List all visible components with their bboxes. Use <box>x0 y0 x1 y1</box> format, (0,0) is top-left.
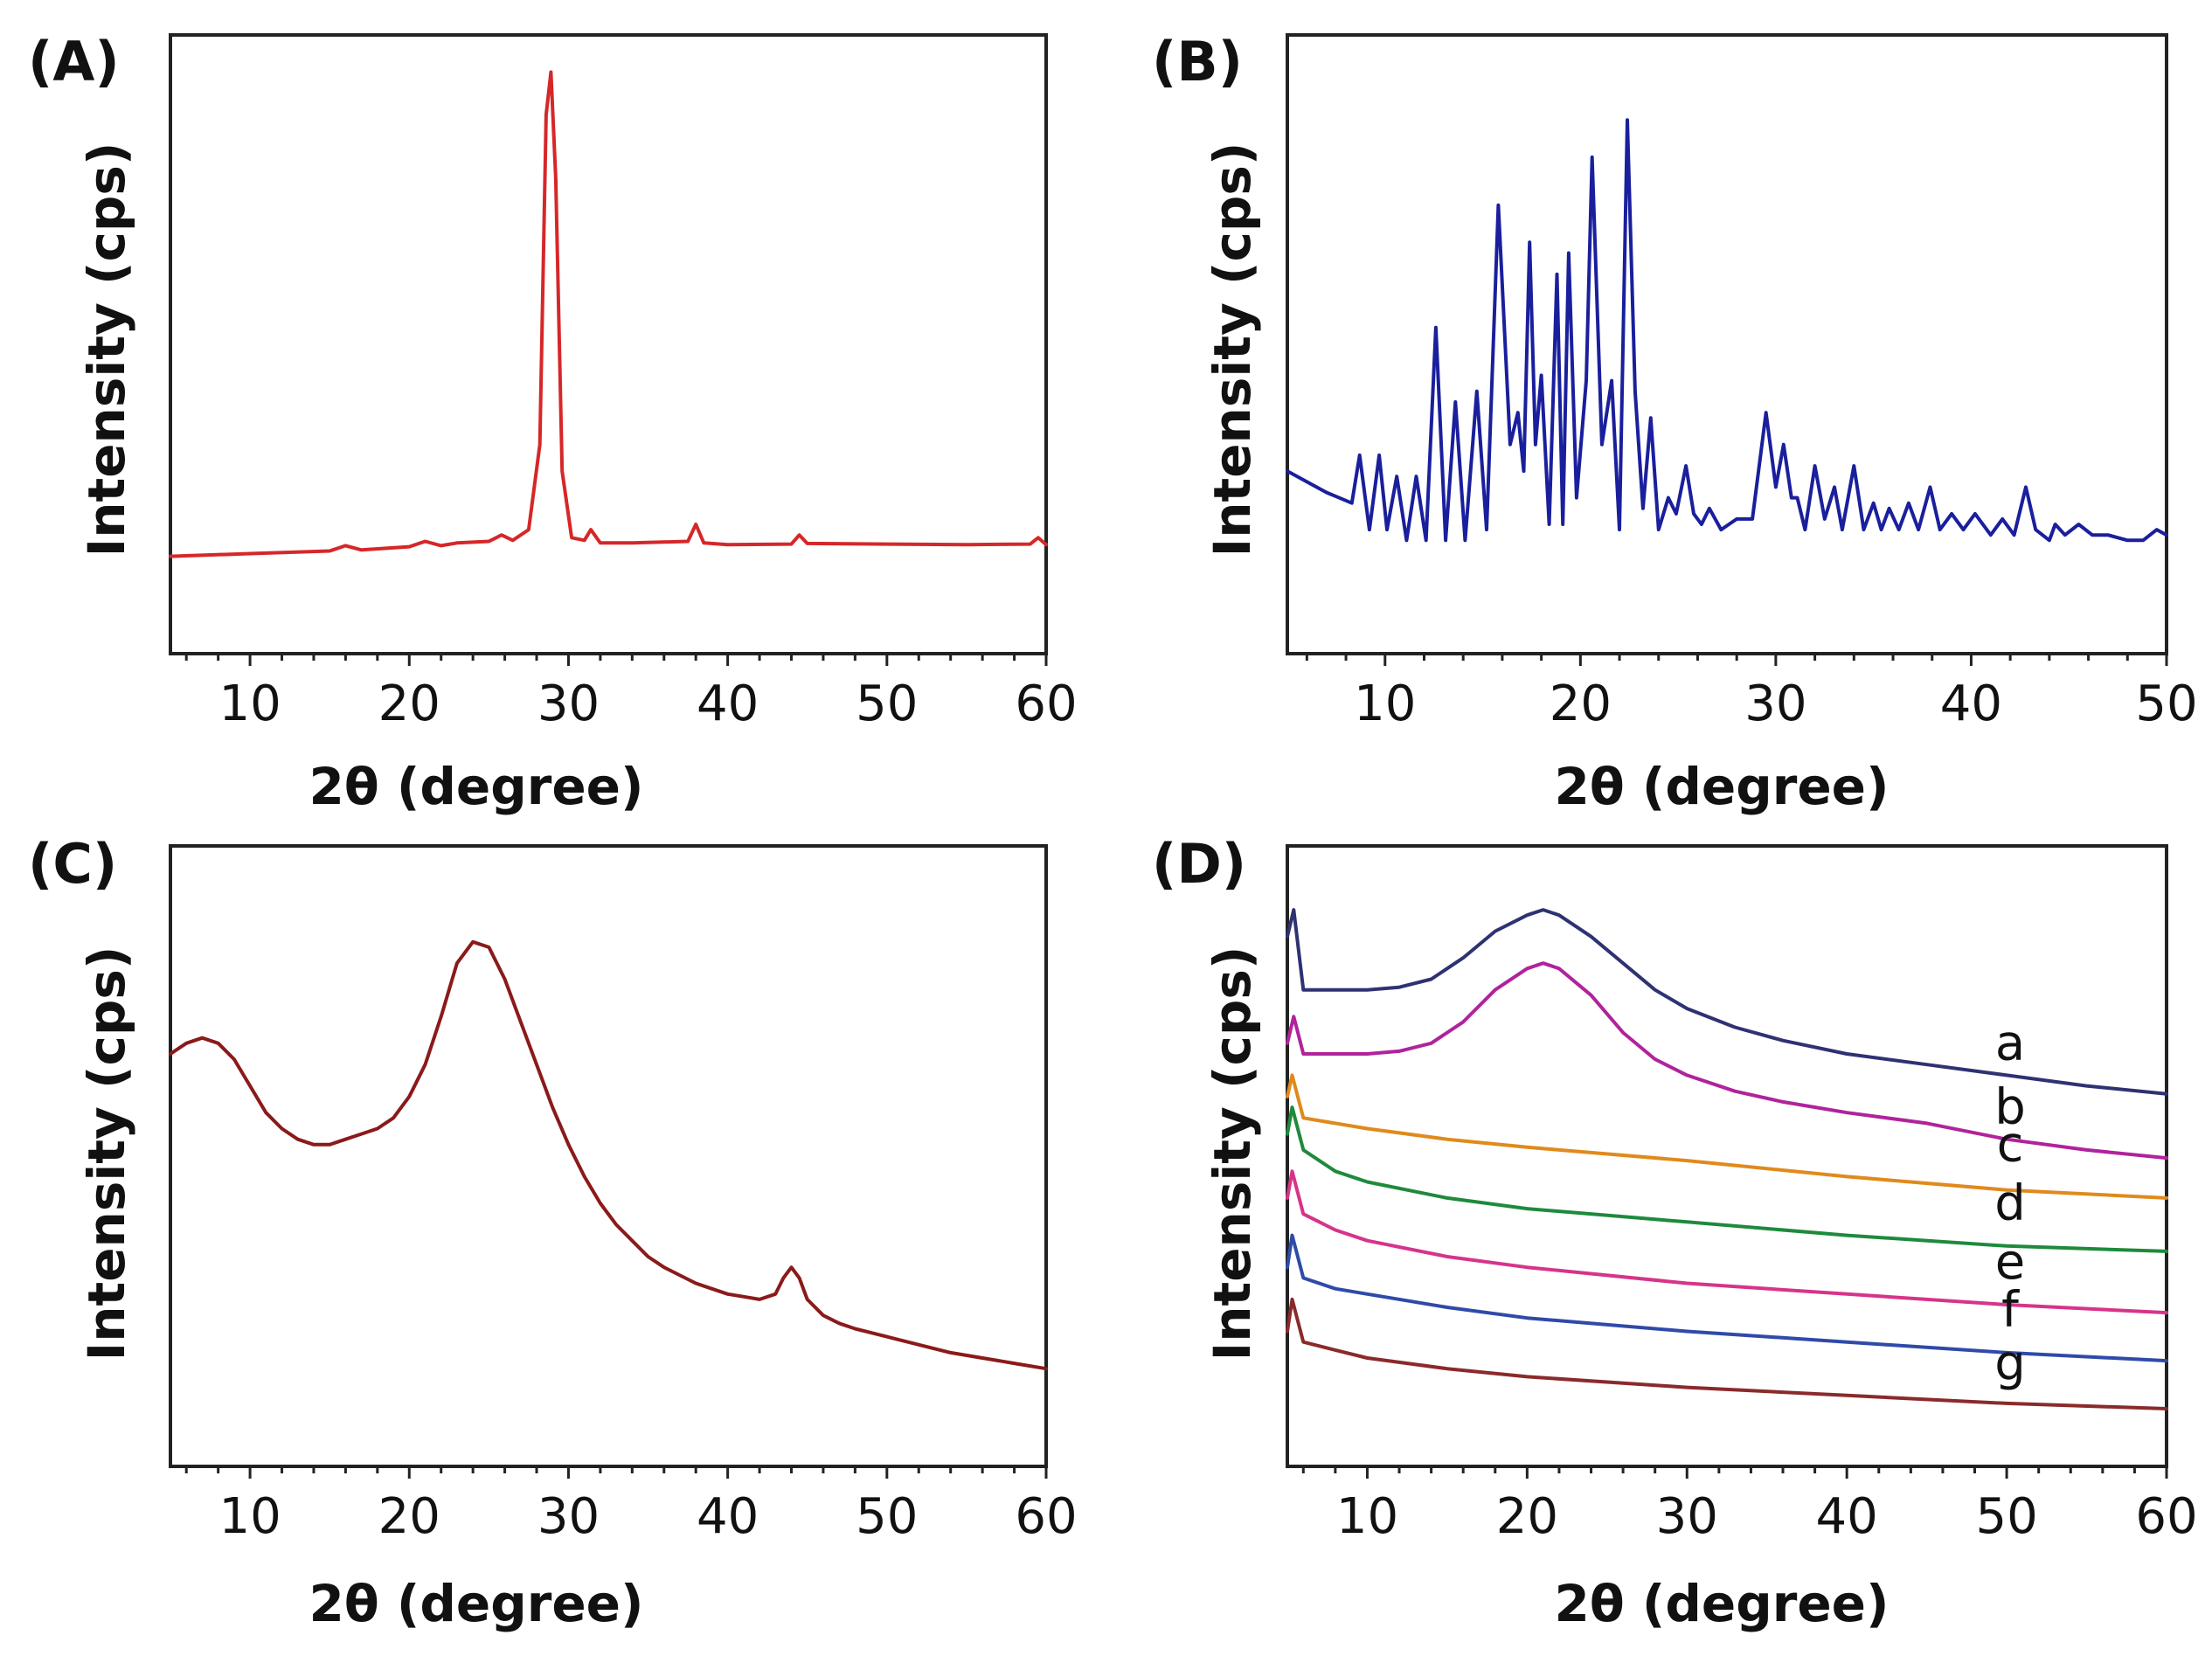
x-axis-title-a: 2θ (degree) <box>309 757 643 816</box>
x-tick-label: 40 <box>1940 676 2002 732</box>
panel-b: (B) Intensity (cps) 2θ (degree) 10 20 30 40… <box>1152 30 2198 816</box>
x-tick-label: 40 <box>697 676 759 732</box>
x-tick-label: 50 <box>1975 1488 2037 1545</box>
x-tick-label: 20 <box>1496 1488 1558 1545</box>
panel-label-d: (D) <box>1152 832 1246 896</box>
series-label-b: b <box>1994 1079 2026 1136</box>
x-axis-title-c: 2θ (degree) <box>309 1574 643 1633</box>
x-tick-label: 50 <box>856 676 918 732</box>
series-label-g: g <box>1994 1335 2026 1392</box>
panel-a: (A) Intensity (cps) 2θ (degree) 10 20 30 40… <box>28 30 1078 816</box>
series-label-d: d <box>1994 1175 2026 1232</box>
series-line-d <box>1286 1105 2168 1253</box>
series-label-a: a <box>1995 1015 2025 1071</box>
x-axis-title-d: 2θ (degree) <box>1554 1574 1889 1633</box>
panel-label-b: (B) <box>1152 30 1243 94</box>
plot-frame-b <box>1286 33 2168 655</box>
series-line-b <box>1286 961 2168 1161</box>
x-tick-label: 60 <box>1015 676 1077 732</box>
y-axis-title-c: Intensity (cps) <box>77 946 136 1362</box>
x-tick-label: 60 <box>2135 1488 2197 1545</box>
x-tick-label: 10 <box>218 1488 281 1545</box>
x-tick-label: 50 <box>856 1488 918 1545</box>
x-tick-label: 30 <box>1744 676 1806 732</box>
x-tick-label: 20 <box>1550 676 1612 732</box>
panel-c: (C) Intensity (cps) 2θ (degree) 10 20 30 40… <box>28 832 1078 1633</box>
x-tick-label: 50 <box>2135 676 2197 732</box>
x-tick-label: 40 <box>697 1488 759 1545</box>
series-line-B <box>1286 118 2168 543</box>
x-ticks-c: 10 20 30 40 50 60 <box>184 1466 1078 1545</box>
x-tick-label: 10 <box>1354 676 1416 732</box>
series-line-e <box>1286 1169 2168 1315</box>
series-line-c <box>1286 1073 2168 1200</box>
series-a <box>169 70 1048 558</box>
y-axis-title-a: Intensity (cps) <box>77 142 136 558</box>
series-label-c: c <box>1997 1116 2024 1173</box>
y-axis-title-b: Intensity (cps) <box>1203 142 1262 558</box>
panel-label-a: (A) <box>28 30 120 94</box>
plot-frame-a <box>169 33 1048 655</box>
series-label-e: e <box>1995 1234 2025 1291</box>
x-tick-label: 30 <box>537 1488 600 1545</box>
x-tick-label: 60 <box>1015 1488 1077 1545</box>
series-line-g <box>1286 1297 2168 1410</box>
x-ticks-b: 10 20 30 40 50 <box>1305 654 2198 732</box>
x-tick-label: 40 <box>1816 1488 1878 1545</box>
x-tick-label: 20 <box>378 1488 440 1545</box>
x-axis-title-b: 2θ (degree) <box>1554 757 1889 816</box>
plot-frame-c <box>169 844 1048 1468</box>
x-ticks-d: 10 20 30 40 50 60 <box>1301 1466 2198 1545</box>
series-line-C <box>169 939 1048 1371</box>
panel-d: (D) Intensity (cps) 2θ (degree) 10 20 30 40… <box>1152 832 2198 1633</box>
x-tick-label: 30 <box>1656 1488 1718 1545</box>
panel-label-c: (C) <box>28 832 117 896</box>
x-tick-label: 20 <box>378 676 440 732</box>
x-ticks-a: 10 20 30 40 50 60 <box>184 654 1078 732</box>
x-tick-label: 10 <box>1336 1488 1398 1545</box>
series-line-a <box>1286 908 2168 1096</box>
series-c <box>169 939 1048 1371</box>
series-b <box>1286 118 2168 543</box>
series-line-A <box>169 70 1048 558</box>
x-tick-label: 10 <box>218 676 281 732</box>
plot-frame-d <box>1286 844 2168 1468</box>
series-label-f: f <box>2001 1282 2020 1339</box>
x-tick-label: 30 <box>537 676 600 732</box>
y-axis-title-d: Intensity (cps) <box>1203 946 1262 1362</box>
series-line-f <box>1286 1233 2168 1363</box>
